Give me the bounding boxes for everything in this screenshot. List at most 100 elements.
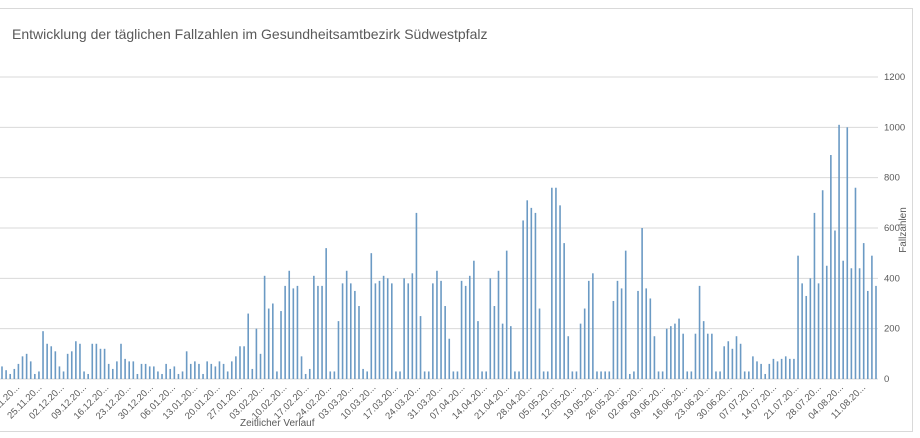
bar: [411, 273, 414, 379]
bar: [21, 356, 24, 379]
bar: [612, 300, 615, 379]
bar: [846, 127, 849, 379]
y-tick-label: 200: [884, 324, 900, 335]
bar: [189, 363, 192, 379]
bar: [715, 371, 717, 379]
bar: [567, 336, 570, 379]
bar: [678, 318, 680, 379]
bar: [58, 366, 61, 379]
y-tick-label: 1000: [884, 122, 905, 133]
bar: [120, 343, 122, 379]
bar: [858, 268, 861, 379]
bar: [391, 283, 393, 379]
bar: [485, 371, 487, 379]
bar: [382, 275, 385, 379]
bar: [366, 371, 368, 379]
bar: [629, 373, 631, 379]
bar: [136, 373, 139, 379]
bar: [25, 353, 28, 379]
bar: [723, 346, 725, 379]
chart-title: Entwicklung der täglichen Fallzahlen im …: [12, 26, 488, 42]
bar: [756, 361, 758, 379]
bar: [600, 371, 602, 379]
bar: [768, 363, 771, 379]
bar: [489, 278, 492, 379]
bar: [255, 328, 258, 379]
bar: [34, 373, 36, 379]
bar: [46, 343, 48, 379]
bar: [481, 371, 483, 379]
bar: [657, 371, 660, 379]
bar: [194, 361, 196, 379]
bar: [456, 371, 459, 379]
bar: [419, 316, 422, 379]
bar: [789, 358, 791, 379]
bar: [748, 371, 750, 379]
bar: [780, 358, 783, 379]
bar: [288, 270, 291, 379]
bar: [337, 321, 340, 379]
bar: [333, 371, 336, 379]
bar: [694, 333, 697, 379]
bar: [259, 353, 262, 379]
bar: [809, 278, 812, 379]
bar: [522, 220, 524, 379]
bar: [731, 348, 734, 379]
bar: [230, 361, 233, 379]
bar: [79, 343, 81, 379]
bar: [575, 371, 578, 379]
bar: [374, 283, 377, 379]
bar: [805, 295, 808, 379]
bar: [181, 371, 184, 379]
bar: [608, 371, 611, 379]
bar: [423, 371, 426, 379]
bar: [132, 361, 135, 379]
bar: [538, 308, 541, 379]
bar: [866, 290, 869, 379]
bar: [834, 230, 836, 379]
bar: [296, 285, 299, 379]
bar: [325, 248, 327, 379]
bar: [243, 346, 245, 379]
bar: [579, 323, 582, 379]
y-tick-layer: 0 200 400 600 800 1000 1200: [884, 72, 905, 385]
bar: [587, 280, 590, 379]
bar: [177, 373, 180, 379]
bar: [702, 321, 705, 379]
bar: [637, 290, 639, 379]
bar: [686, 371, 689, 379]
bar: [674, 323, 676, 379]
bar: [797, 255, 799, 379]
bar: [624, 250, 627, 379]
bar: [284, 285, 286, 379]
bar: [596, 371, 598, 379]
bar: [518, 371, 520, 379]
bar: [403, 278, 405, 379]
bar: [173, 366, 176, 379]
bar: [75, 341, 77, 379]
bar: [153, 366, 155, 379]
bar: [111, 368, 114, 379]
bar: [604, 371, 606, 379]
bar: [62, 371, 65, 379]
bar: [345, 270, 348, 379]
bar: [95, 343, 98, 379]
x-tick-layer: 18.11.20...25.11.20...02.12.20...09.12.2…: [0, 382, 868, 422]
y-tick-label: 1200: [884, 72, 905, 83]
bar: [530, 207, 533, 379]
bar: [871, 255, 873, 379]
bar: [321, 285, 323, 379]
bar: [87, 373, 89, 379]
bar: [510, 326, 512, 379]
bar: [444, 306, 446, 379]
bar: [165, 363, 167, 379]
bar: [670, 326, 672, 379]
bar: [620, 288, 623, 379]
bar: [427, 371, 430, 379]
bar: [1, 366, 3, 379]
bar: [99, 348, 102, 379]
bar: [468, 275, 471, 379]
bar: [682, 333, 684, 379]
bar: [862, 243, 865, 379]
